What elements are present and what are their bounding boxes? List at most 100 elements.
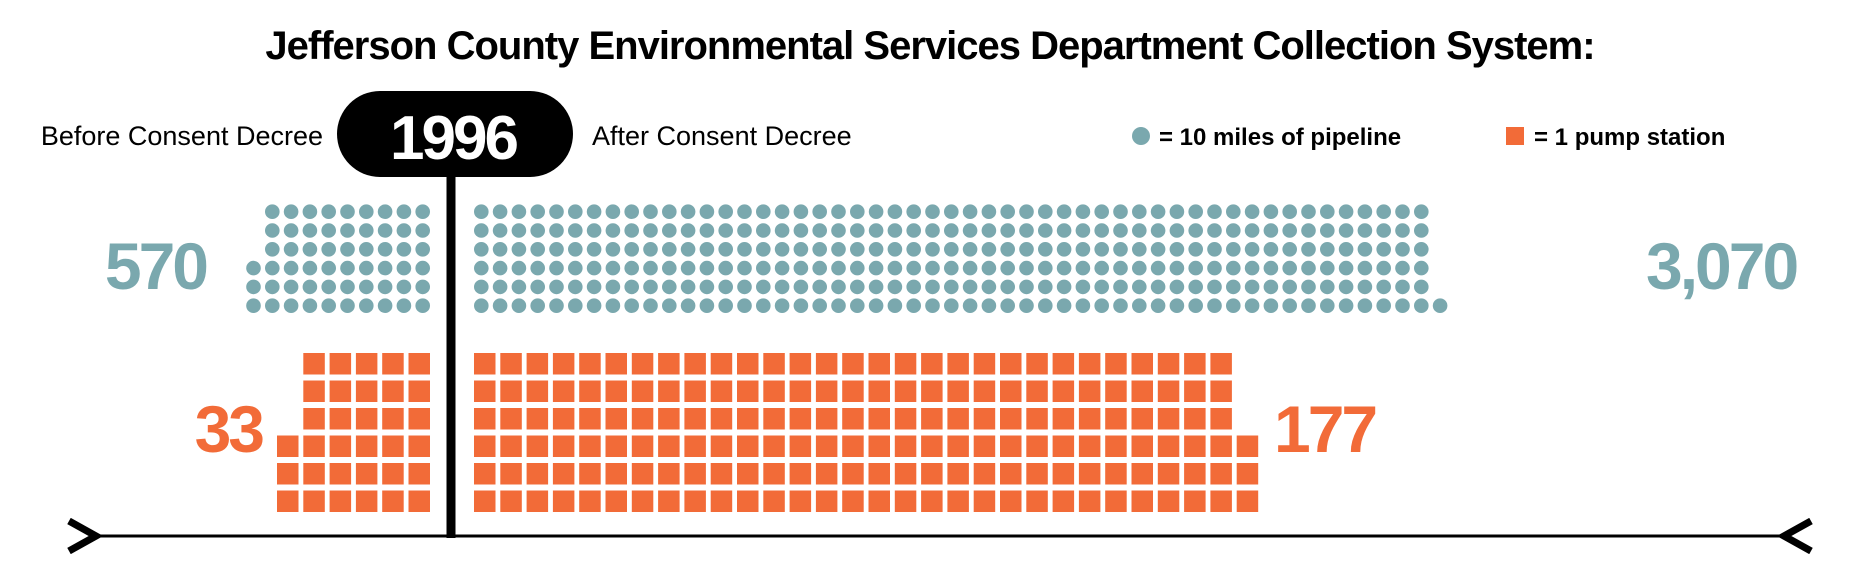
pipeline-after-dot xyxy=(1282,223,1297,238)
pipeline-after-dot xyxy=(1207,242,1222,257)
pipeline-after-dot xyxy=(680,260,696,276)
pipeline-before-dot xyxy=(359,242,374,257)
pump-after-square xyxy=(921,490,943,512)
pipeline-before-dot xyxy=(302,242,318,257)
pipeline-before-value: 570 xyxy=(105,229,206,303)
pump-after-square xyxy=(1236,490,1259,512)
pipeline-after-dot xyxy=(624,204,639,219)
pump-after-square xyxy=(605,435,627,457)
pipeline-after-dot xyxy=(718,242,733,257)
pipeline-after-dot xyxy=(605,204,621,219)
pipeline-after-dot xyxy=(1188,279,1203,295)
pump-after-square xyxy=(842,490,864,512)
pipeline-before-dot xyxy=(302,260,318,276)
pipeline-after-dot xyxy=(643,279,658,295)
pipeline-before-dot xyxy=(302,204,318,219)
pipeline-after-dot xyxy=(1226,298,1241,314)
pipeline-after-dot xyxy=(906,279,921,295)
pump-after-square xyxy=(1078,353,1101,375)
pipeline-after-dot xyxy=(1038,260,1053,276)
pump-after-square xyxy=(474,353,496,375)
pipeline-after-dot xyxy=(850,260,865,276)
pump-after-square xyxy=(1131,408,1153,430)
pipeline-after-dot xyxy=(737,298,752,314)
pipeline-before-dot xyxy=(283,242,299,257)
pipeline-before-dot xyxy=(377,223,393,238)
pipeline-after-dot xyxy=(699,298,715,314)
pipeline-after-dot xyxy=(1169,223,1185,238)
pipeline-after-dot xyxy=(1113,260,1128,276)
pipeline-after-dot xyxy=(1000,279,1015,295)
pump-after-square xyxy=(631,408,654,430)
pipeline-after-dot xyxy=(1132,279,1147,295)
pipeline-after-dot xyxy=(831,260,846,276)
pump-before-square xyxy=(408,490,430,512)
pump-after-square xyxy=(815,353,838,375)
pump-after-square xyxy=(1026,380,1048,402)
pipeline-after-dot xyxy=(492,279,508,295)
pipeline-after-dot xyxy=(793,260,809,276)
pump-after-square xyxy=(1157,490,1180,512)
pump-after-square xyxy=(684,490,706,512)
pipeline-after-dot xyxy=(643,242,658,257)
pump-before-square xyxy=(408,408,430,430)
pipeline-after-dot xyxy=(1395,279,1410,295)
pipeline-after-dot xyxy=(549,298,564,314)
pipeline-after-dot xyxy=(1244,298,1260,314)
pipeline-after-dot xyxy=(1263,204,1279,219)
pipeline-before-dot xyxy=(415,279,431,295)
pipeline-after-dot xyxy=(643,204,658,219)
pipeline-after-dot xyxy=(1019,223,1034,238)
pipeline-after-dot xyxy=(831,242,846,257)
pump-before-square xyxy=(303,408,325,430)
pipeline-after-dot xyxy=(850,298,865,314)
pump-after-square xyxy=(815,408,838,430)
pipeline-after-dot xyxy=(737,223,752,238)
pipeline-after-dot xyxy=(1207,298,1222,314)
pump-after-square xyxy=(842,435,864,457)
pipeline-after-dot xyxy=(662,223,677,238)
pipeline-after-dot xyxy=(1414,242,1429,257)
pump-before-square xyxy=(329,408,352,430)
pipeline-after-dot xyxy=(1038,242,1053,257)
pipeline-before-dot xyxy=(359,298,374,314)
pump-after-square xyxy=(552,463,575,485)
pump-before-square xyxy=(355,490,378,512)
pipeline-after-dot xyxy=(1075,260,1091,276)
pipeline-after-dot xyxy=(492,204,508,219)
pump-after-square xyxy=(579,463,601,485)
pipeline-after-dot xyxy=(1150,298,1166,314)
pipeline-after-dot xyxy=(1188,223,1203,238)
pipeline-after-dot xyxy=(1244,204,1260,219)
pipeline-after-dot xyxy=(774,279,790,295)
pipeline-after-dot xyxy=(1395,260,1410,276)
pipeline-after-dot xyxy=(1056,242,1072,257)
pump-after-square xyxy=(1157,408,1180,430)
pump-after-square xyxy=(552,435,575,457)
pipeline-before-dot xyxy=(340,204,355,219)
pipeline-after-dot xyxy=(662,298,677,314)
pipeline-after-dot xyxy=(906,242,921,257)
pump-after-square xyxy=(842,380,864,402)
pipeline-after-dot xyxy=(1320,279,1335,295)
pipeline-after-dot xyxy=(774,242,790,257)
pipeline-after-dot xyxy=(1038,204,1053,219)
pipeline-after-dot xyxy=(962,223,978,238)
pipeline-after-dot xyxy=(981,242,997,257)
pipeline-after-dot xyxy=(1395,223,1410,238)
pump-after-square xyxy=(842,353,864,375)
pipeline-after-dot xyxy=(1075,298,1091,314)
pipeline-after-dot xyxy=(962,242,978,257)
pump-after-square xyxy=(1078,408,1101,430)
pump-after-square xyxy=(868,435,890,457)
pipeline-after-dot xyxy=(1038,223,1053,238)
pipeline-after-dot xyxy=(492,260,508,276)
pipeline-after-dot xyxy=(1263,242,1279,257)
pump-after-square xyxy=(1184,463,1206,485)
pump-after-square xyxy=(737,380,759,402)
pipeline-after-dot xyxy=(868,260,884,276)
pump-after-square xyxy=(1131,380,1153,402)
pump-after-square xyxy=(1157,435,1180,457)
pump-after-square xyxy=(763,380,785,402)
pipeline-after-dot xyxy=(530,279,545,295)
